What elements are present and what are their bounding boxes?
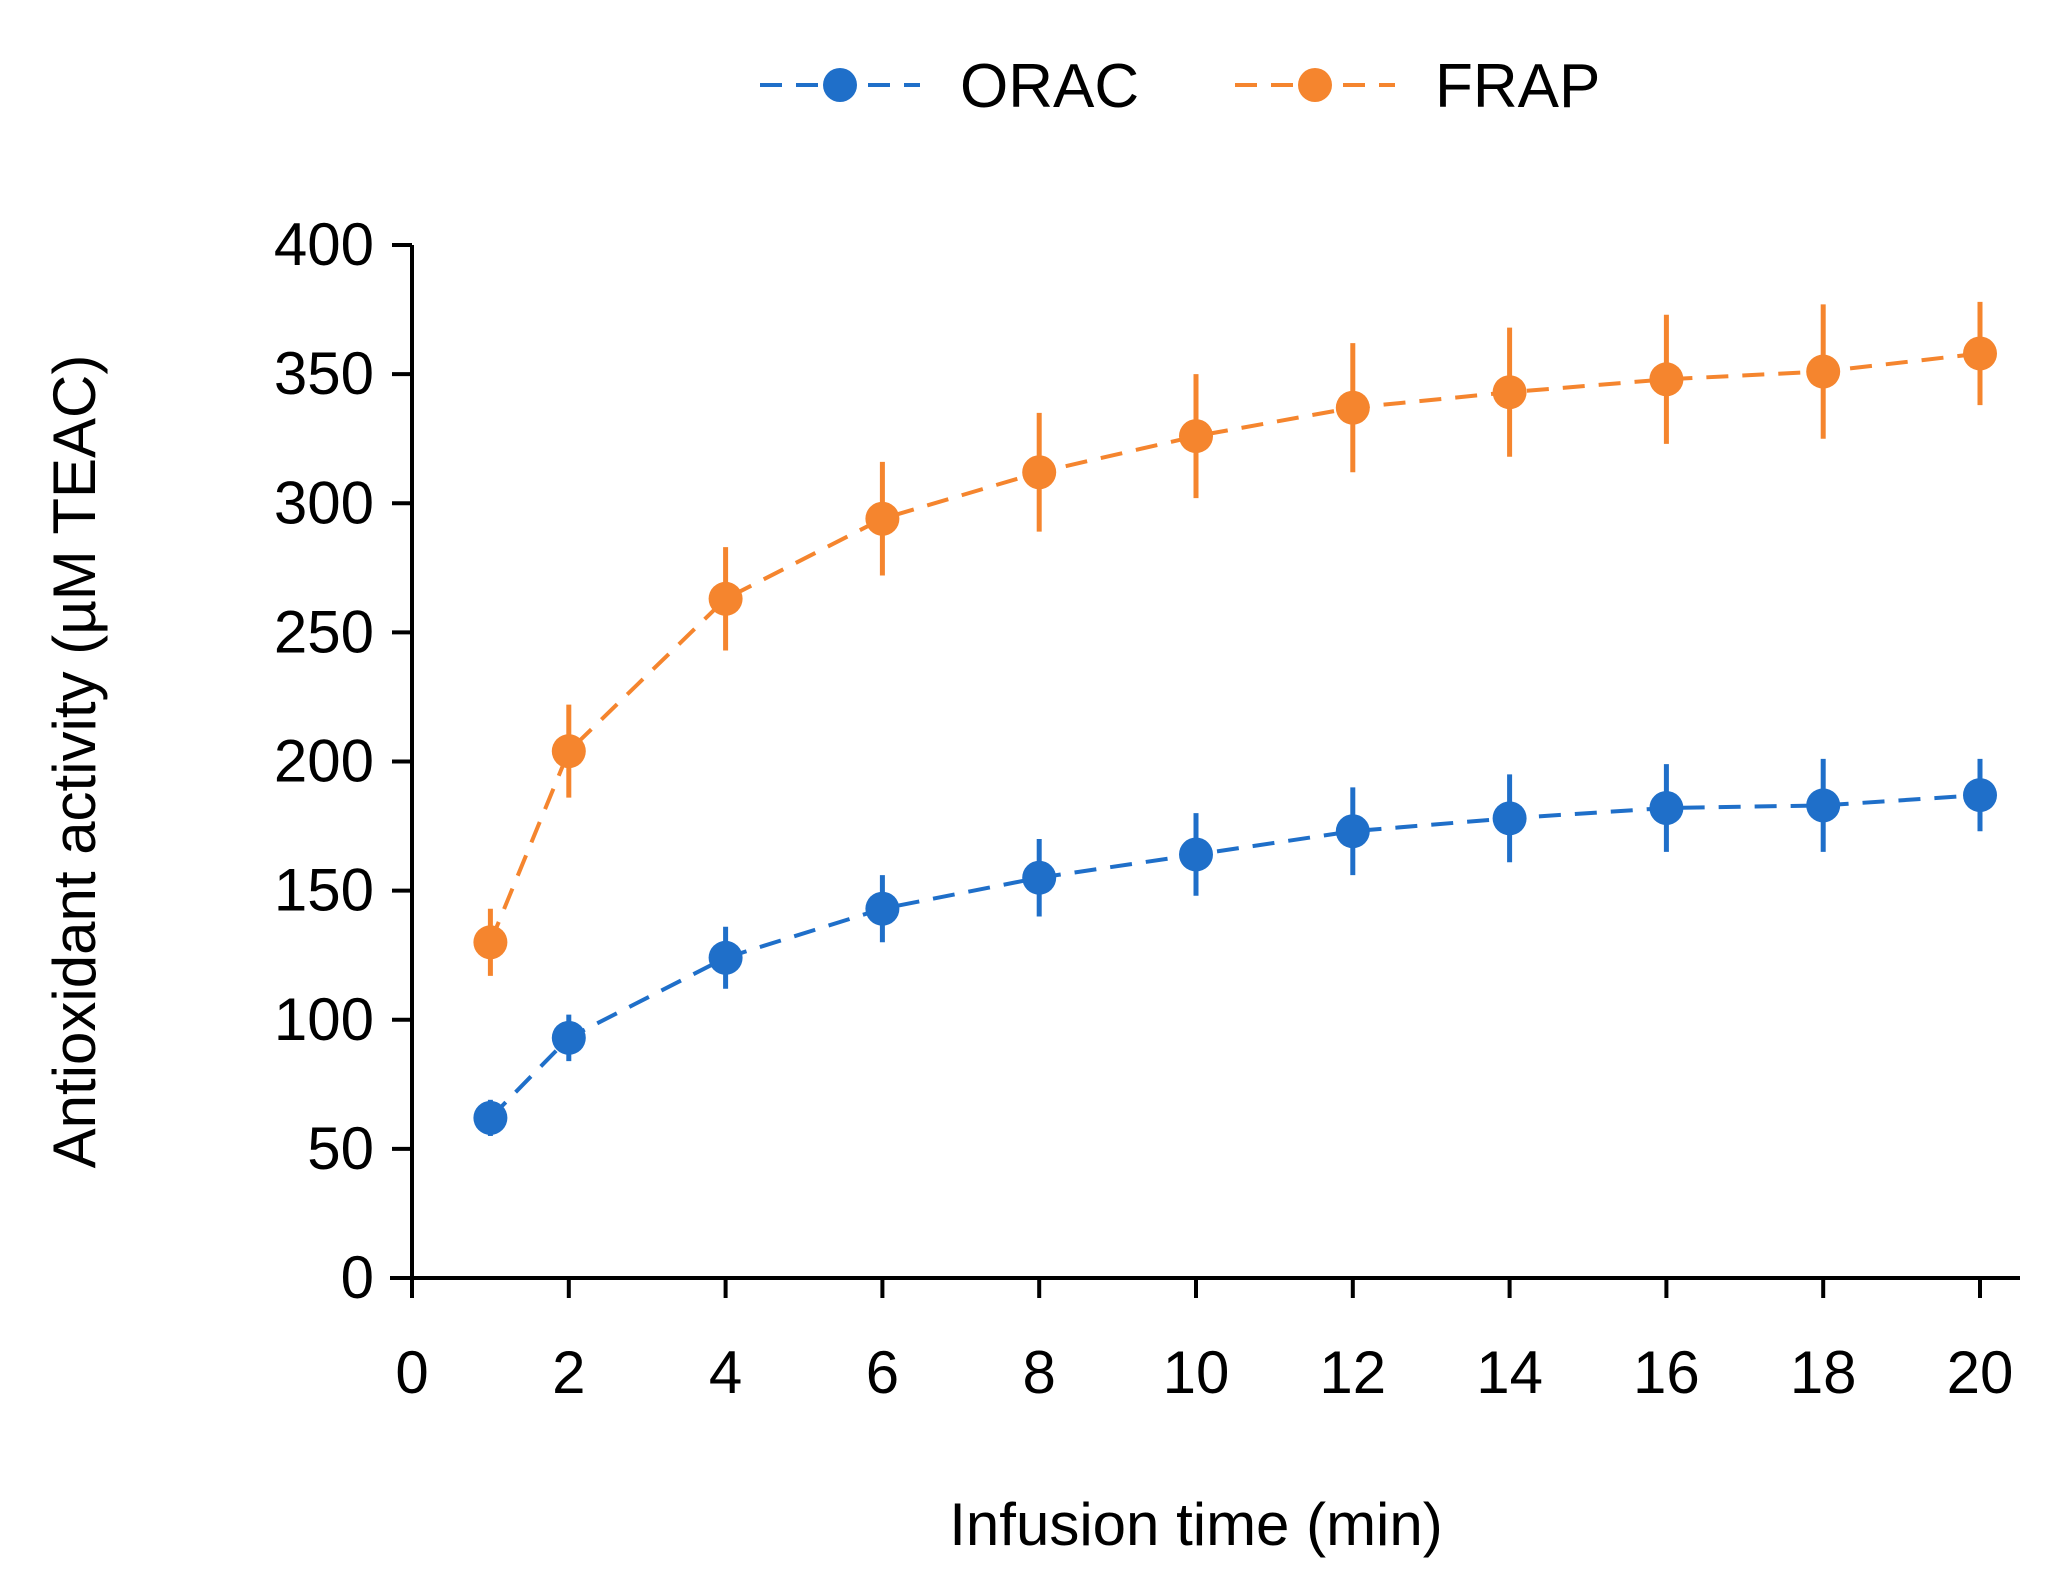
y-tick-label: 350 bbox=[274, 340, 374, 407]
legend-label-frap: FRAP bbox=[1435, 52, 1600, 121]
data-point-orac bbox=[1022, 860, 1057, 895]
data-point-orac bbox=[1649, 790, 1684, 825]
x-tick-label: 12 bbox=[1319, 1339, 1386, 1406]
axes bbox=[390, 245, 2020, 1280]
y-tick-label: 100 bbox=[274, 986, 374, 1053]
legend-item-orac: ORAC bbox=[760, 52, 1139, 121]
legend-marker-orac bbox=[823, 68, 857, 102]
y-tick-label: 250 bbox=[274, 598, 374, 665]
x-tick-label: 4 bbox=[709, 1339, 742, 1406]
x-tick-label: 20 bbox=[1947, 1339, 2014, 1406]
data-point-frap bbox=[1649, 362, 1684, 397]
y-tick-label: 150 bbox=[274, 857, 374, 924]
legend-marker-frap bbox=[1298, 68, 1332, 102]
data-point-orac bbox=[551, 1020, 586, 1055]
legend-label-orac: ORAC bbox=[960, 52, 1139, 121]
data-point-orac bbox=[473, 1100, 508, 1135]
data-point-frap bbox=[551, 734, 586, 769]
data-point-orac bbox=[1806, 788, 1841, 823]
x-tick-label: 0 bbox=[395, 1339, 428, 1406]
series-line-frap bbox=[488, 351, 1981, 944]
y-tick-label: 400 bbox=[274, 211, 374, 278]
data-point-frap bbox=[1022, 455, 1057, 490]
data-point-frap bbox=[1806, 354, 1841, 389]
y-tick-label: 200 bbox=[274, 728, 374, 795]
data-point-frap bbox=[1179, 419, 1213, 454]
y-tick-label: 50 bbox=[307, 1115, 374, 1182]
data-point-orac bbox=[865, 891, 900, 926]
x-tick-label: 2 bbox=[552, 1339, 585, 1406]
x-axis-ticks: 0 2 4 6 8 10 12 14 16 18 20 bbox=[395, 1278, 2013, 1406]
data-point-orac bbox=[708, 940, 743, 975]
data-point-frap bbox=[1492, 375, 1527, 410]
data-point-orac bbox=[1963, 778, 1997, 813]
x-tick-label: 6 bbox=[866, 1339, 899, 1406]
series-frap bbox=[473, 301, 1997, 976]
data-point-frap bbox=[708, 581, 743, 616]
data-point-orac bbox=[1335, 814, 1370, 849]
legend-item-frap: FRAP bbox=[1235, 52, 1600, 121]
y-tick-label: 300 bbox=[274, 469, 374, 536]
y-axis-title: Antioxidant activity (µM TEAC) bbox=[41, 355, 108, 1169]
data-point-frap bbox=[1963, 336, 1997, 371]
x-tick-label: 10 bbox=[1163, 1339, 1230, 1406]
x-axis-title: Infusion time (min) bbox=[949, 1491, 1442, 1558]
series-layer bbox=[473, 301, 1997, 1136]
x-tick-label: 8 bbox=[1023, 1339, 1056, 1406]
x-tick-label: 16 bbox=[1633, 1339, 1700, 1406]
data-point-frap bbox=[473, 925, 508, 960]
y-tick-label: 0 bbox=[341, 1244, 374, 1311]
data-point-frap bbox=[865, 501, 900, 536]
legend: ORAC FRAP bbox=[760, 52, 1600, 121]
data-point-orac bbox=[1179, 837, 1213, 872]
series-orac bbox=[473, 758, 1997, 1136]
y-axis-ticks: 0 50 100 150 200 250 300 350 400 bbox=[274, 211, 412, 1311]
data-point-orac bbox=[1492, 801, 1527, 836]
data-point-frap bbox=[1335, 390, 1370, 425]
x-tick-label: 18 bbox=[1790, 1339, 1857, 1406]
x-tick-label: 14 bbox=[1476, 1339, 1543, 1406]
